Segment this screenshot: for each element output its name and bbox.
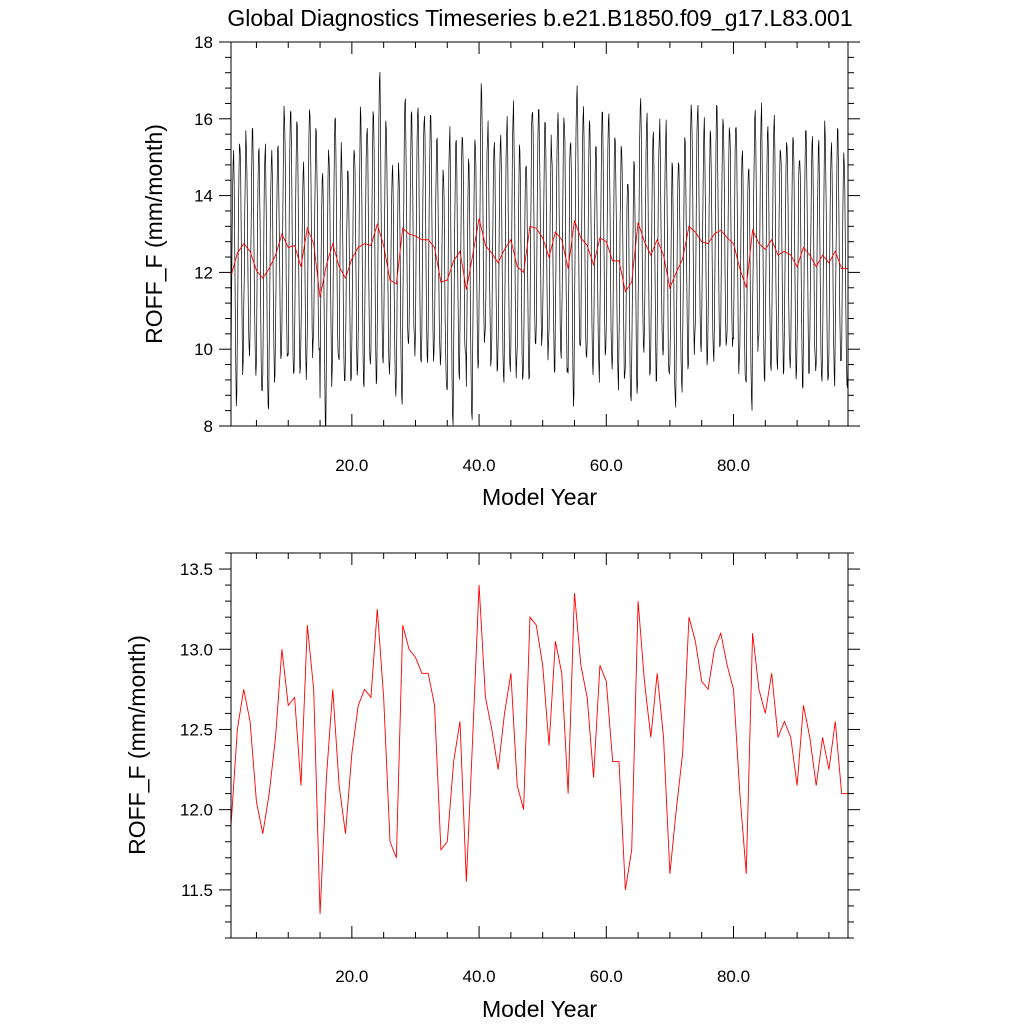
monthly-series-line bbox=[231, 72, 848, 426]
x-tick-label: 20.0 bbox=[335, 967, 368, 986]
y-tick-label: 12.5 bbox=[180, 720, 213, 739]
x-axis-label: Model Year bbox=[482, 484, 597, 510]
y-tick-label: 18 bbox=[194, 33, 213, 52]
y-axis-label: ROFF_F (mm/month) bbox=[124, 635, 150, 855]
annual-mean-series-line bbox=[231, 218, 848, 298]
y-tick-label: 10 bbox=[194, 340, 213, 359]
y-axis-label: ROFF_F (mm/month) bbox=[141, 124, 167, 344]
y-tick-label: 11.5 bbox=[181, 881, 213, 900]
plot-frame bbox=[230, 41, 849, 427]
annual-mean-series-line bbox=[231, 585, 848, 914]
bottom-annual-mean-panel: 20.0 40.0 60.0 80.0 11.5 12.0 12.5 13.0 13.5 Mode… bbox=[124, 552, 860, 1022]
chart-title: Global Diagnostics Timeseries b.e21.B185… bbox=[227, 5, 852, 31]
x-tick-label: 40.0 bbox=[463, 456, 496, 475]
x-tick-label: 60.0 bbox=[590, 456, 623, 475]
x-tick-label: 20.0 bbox=[335, 456, 368, 475]
y-tick-label: 16 bbox=[194, 110, 213, 129]
x-tick-label: 60.0 bbox=[590, 967, 623, 986]
x-tick-label: 80.0 bbox=[717, 456, 750, 475]
y-tick-label: 12 bbox=[194, 263, 213, 282]
x-axis-label: Model Year bbox=[482, 996, 597, 1022]
y-tick-label: 12.0 bbox=[180, 801, 213, 820]
top-timeseries-panel: 20.0 40.0 60.0 80.0 8 10 12 14 16 18 Model Year ROF… bbox=[141, 33, 860, 510]
y-tick-label: 13.0 bbox=[180, 640, 213, 659]
x-tick-label: 40.0 bbox=[463, 967, 496, 986]
plot-frame bbox=[230, 552, 849, 939]
y-tick-label: 14 bbox=[194, 187, 213, 206]
x-tick-label: 80.0 bbox=[717, 967, 750, 986]
y-tick-label: 8 bbox=[204, 417, 213, 436]
y-tick-label: 13.5 bbox=[180, 560, 213, 579]
